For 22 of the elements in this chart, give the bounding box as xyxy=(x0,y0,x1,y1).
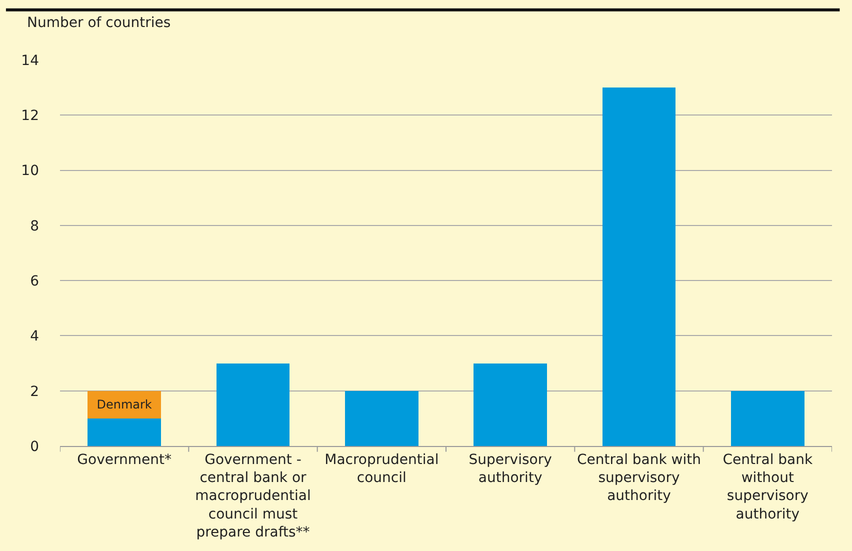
bar xyxy=(602,88,676,446)
y-tick-label: 10 xyxy=(21,163,39,180)
bar xyxy=(474,363,547,446)
y-tick-label: 14 xyxy=(21,52,40,69)
x-tick-label: Supervisory authority xyxy=(468,452,552,486)
y-tick-label: 4 xyxy=(30,328,40,345)
y-tick-label: 6 xyxy=(30,273,40,290)
x-tick-label: Government* xyxy=(77,452,172,468)
bar xyxy=(216,363,290,446)
y-tick-label: 8 xyxy=(30,218,39,234)
x-tick-label: Government - central bank or macroprudential council must prepare drafts** xyxy=(195,452,311,541)
y-tick-label: 0 xyxy=(30,438,39,455)
bar xyxy=(88,418,161,446)
x-tick-label: Central bank without supervisory authority xyxy=(722,452,814,522)
x-tick-label: Central bank with supervisory authority xyxy=(576,452,702,504)
y-tick-label: 12 xyxy=(21,108,39,124)
y-axis-title: Number of countries xyxy=(27,15,171,31)
x-tick-label: Macroprudential council xyxy=(324,452,439,486)
bar xyxy=(345,390,418,446)
series-label: Denmark xyxy=(96,398,152,412)
bar xyxy=(731,390,804,446)
y-tick-label: 2 xyxy=(30,384,39,400)
